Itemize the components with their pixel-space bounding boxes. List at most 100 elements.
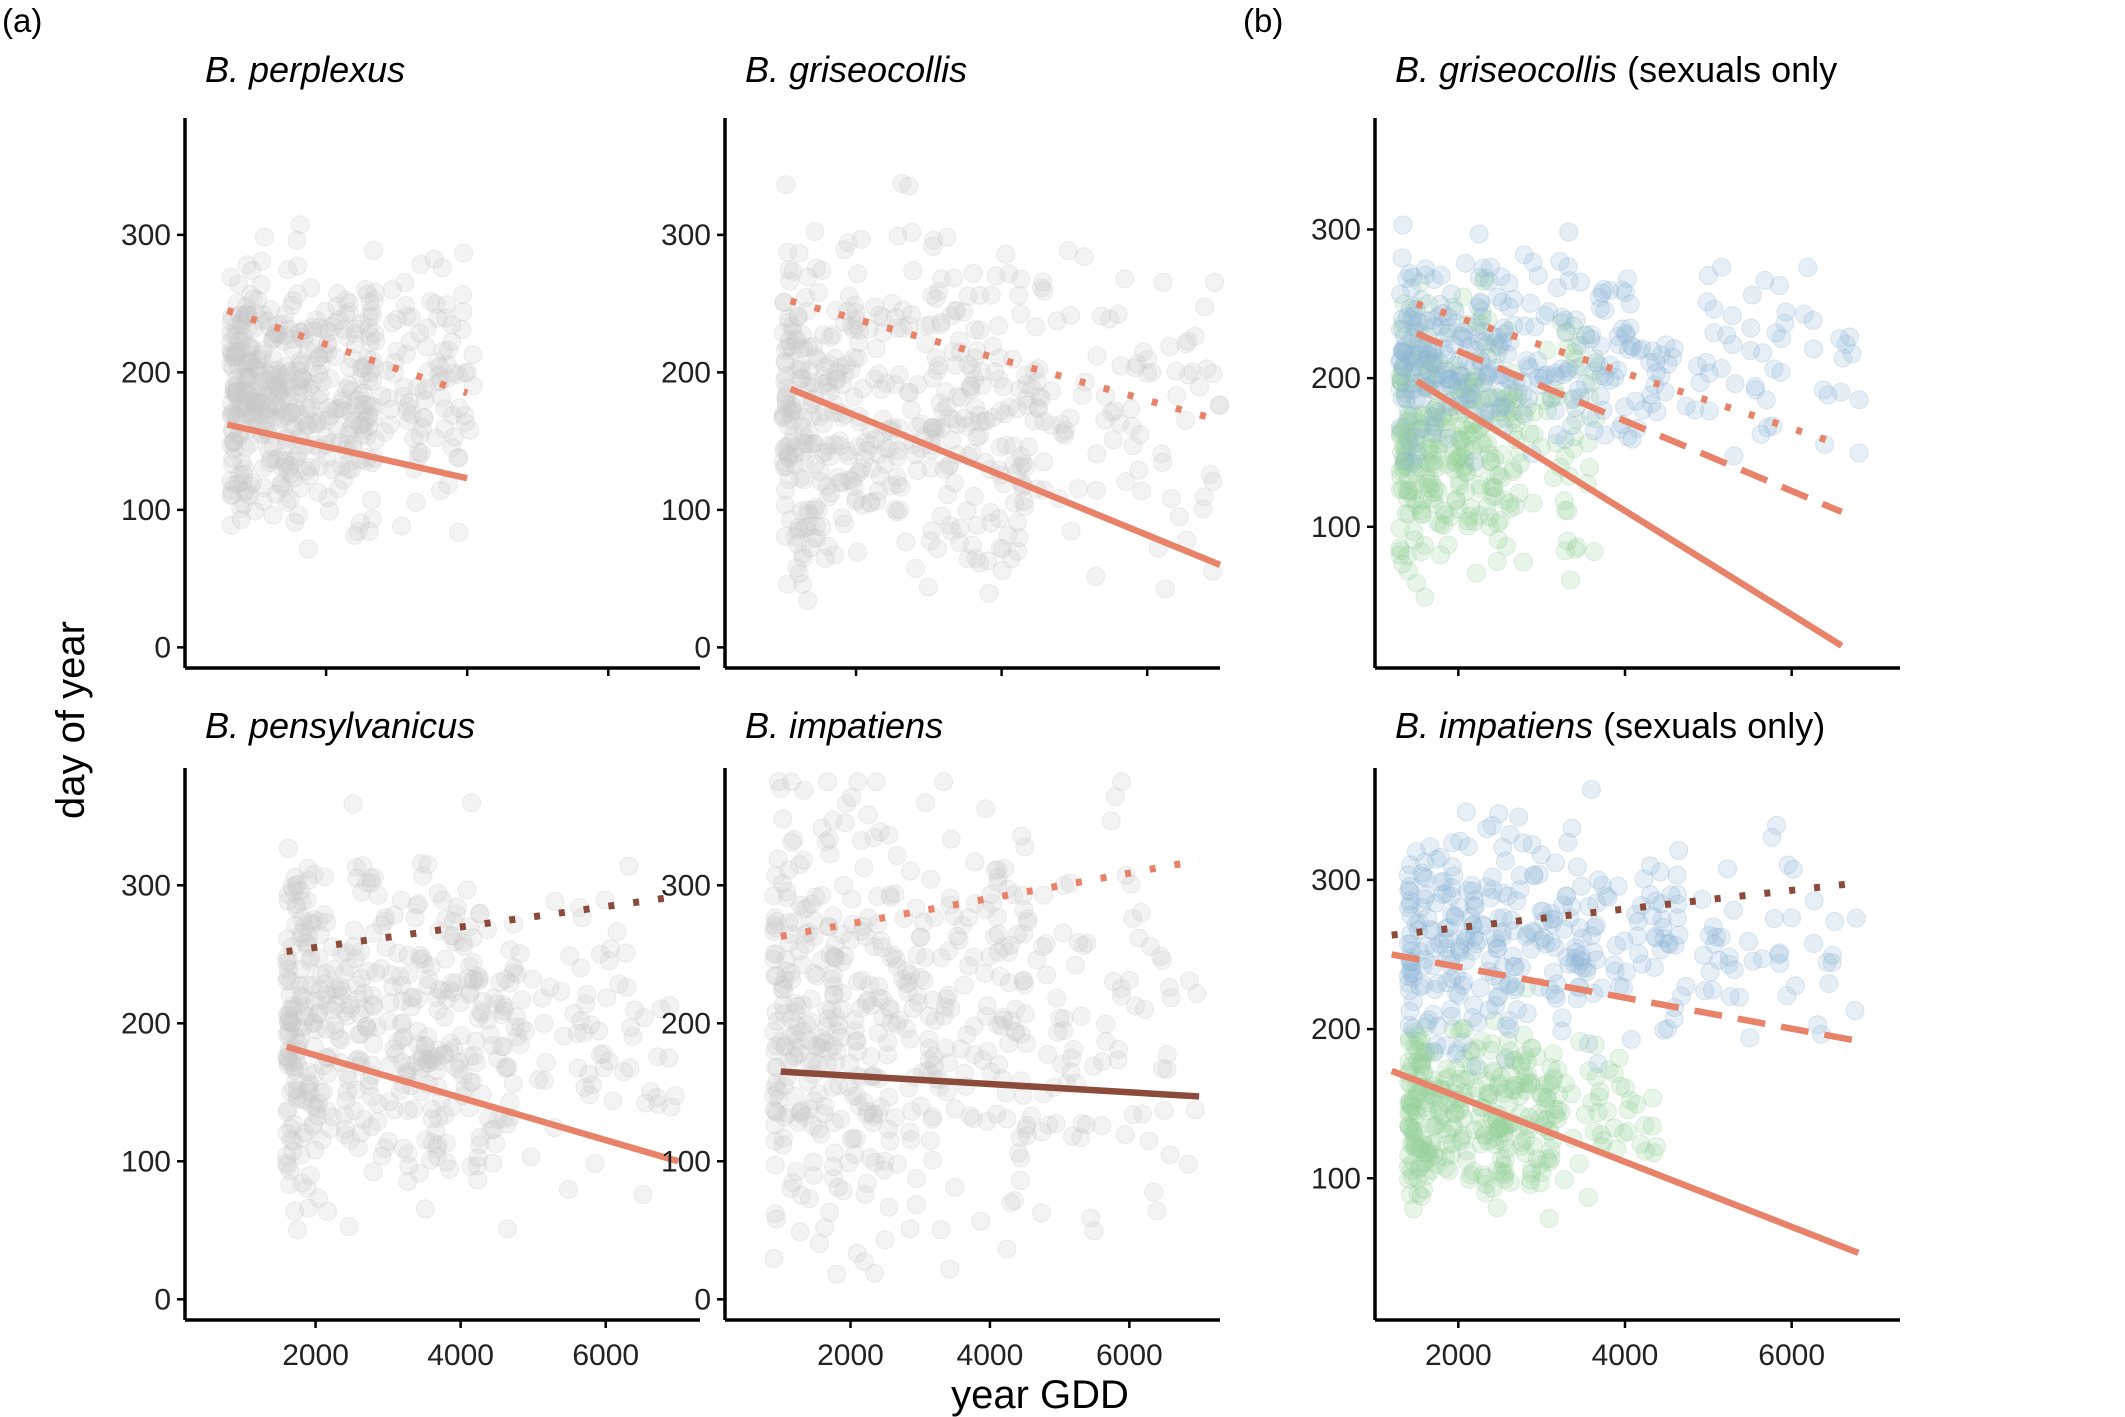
data-point: [292, 1173, 312, 1193]
data-point: [1019, 437, 1039, 457]
data-point: [636, 1093, 656, 1113]
data-point: [998, 525, 1018, 545]
data-point: [1487, 1198, 1507, 1218]
data-point: [777, 436, 797, 456]
data-point: [241, 405, 261, 425]
data-point: [498, 1058, 518, 1078]
data-point: [818, 372, 838, 392]
data-point: [278, 403, 298, 423]
data-point: [290, 356, 310, 376]
data-point: [990, 348, 1010, 368]
data-point: [990, 437, 1010, 457]
data-point: [388, 943, 408, 963]
data-point: [947, 301, 967, 321]
data-point: [277, 492, 297, 512]
data-point: [320, 406, 340, 426]
data-point: [792, 325, 812, 345]
data-point: [589, 1021, 609, 1041]
data-point: [271, 475, 291, 495]
data-point: [812, 885, 832, 905]
data-point: [776, 353, 796, 373]
data-point: [352, 358, 372, 378]
data-point: [236, 438, 256, 458]
data-point: [396, 344, 416, 364]
data-point: [1071, 1006, 1091, 1026]
data-point: [360, 333, 380, 353]
data-point: [1393, 215, 1413, 235]
data-point: [1486, 934, 1506, 954]
data-point: [989, 509, 1009, 529]
data-point: [965, 852, 985, 872]
data-point: [437, 295, 457, 315]
data-point: [345, 525, 365, 545]
data-point: [1725, 374, 1745, 394]
data-point: [280, 386, 300, 406]
data-point: [1028, 398, 1048, 418]
data-point: [299, 399, 319, 419]
data-point: [1203, 363, 1223, 383]
data-point: [231, 498, 251, 518]
data-point: [221, 355, 241, 375]
data-point: [1614, 1124, 1634, 1144]
panel-title-species: B. impatiens: [1395, 705, 1593, 746]
data-point: [316, 1019, 336, 1039]
data-point: [1052, 414, 1072, 434]
data-point: [410, 323, 430, 343]
data-point: [906, 1195, 926, 1215]
data-point: [392, 516, 412, 536]
data-point: [1026, 317, 1046, 337]
data-point: [873, 308, 893, 328]
data-point: [906, 558, 926, 578]
data-point: [280, 378, 300, 398]
data-point: [1492, 382, 1512, 402]
data-point: [574, 1023, 594, 1043]
y-tick-label: 100: [1311, 1162, 1361, 1195]
data-point: [428, 883, 448, 903]
data-point: [1108, 1050, 1128, 1070]
data-point: [450, 993, 470, 1013]
y-tick-label: 300: [661, 219, 711, 252]
data-point: [500, 973, 520, 993]
data-point: [496, 1057, 516, 1077]
data-point: [665, 1086, 685, 1106]
data-point: [227, 375, 247, 395]
data-point: [958, 549, 978, 569]
data-point: [806, 516, 826, 536]
data-point: [362, 1087, 382, 1107]
data-point: [277, 1102, 297, 1122]
data-point: [263, 437, 283, 457]
data-point: [232, 315, 252, 335]
data-point: [224, 347, 244, 367]
data-point: [395, 273, 415, 293]
data-point: [224, 383, 244, 403]
data-point: [356, 1017, 376, 1037]
data-point: [468, 1148, 488, 1168]
data-point: [970, 425, 990, 445]
data-point: [1764, 908, 1784, 928]
data-point: [494, 1001, 514, 1021]
data-point: [1486, 996, 1506, 1016]
data-point: [459, 1047, 479, 1067]
data-point: [1723, 900, 1743, 920]
data-point: [931, 312, 951, 332]
data-point: [772, 979, 792, 999]
data-point: [392, 1052, 412, 1072]
data-point: [246, 393, 266, 413]
data-point: [901, 1130, 921, 1150]
data-point: [1061, 521, 1081, 541]
data-point: [240, 346, 260, 366]
data-point: [784, 424, 804, 444]
data-point: [347, 390, 367, 410]
data-point: [794, 470, 814, 490]
data-point: [342, 459, 362, 479]
data-point: [304, 1013, 324, 1033]
data-point: [378, 1011, 398, 1031]
data-point: [472, 1004, 492, 1024]
data-point: [1466, 563, 1486, 583]
data-point: [1594, 280, 1614, 300]
data-point: [866, 338, 886, 358]
data-point: [244, 357, 264, 377]
data-point: [366, 331, 386, 351]
data-point: [298, 416, 318, 436]
data-point: [240, 337, 260, 357]
